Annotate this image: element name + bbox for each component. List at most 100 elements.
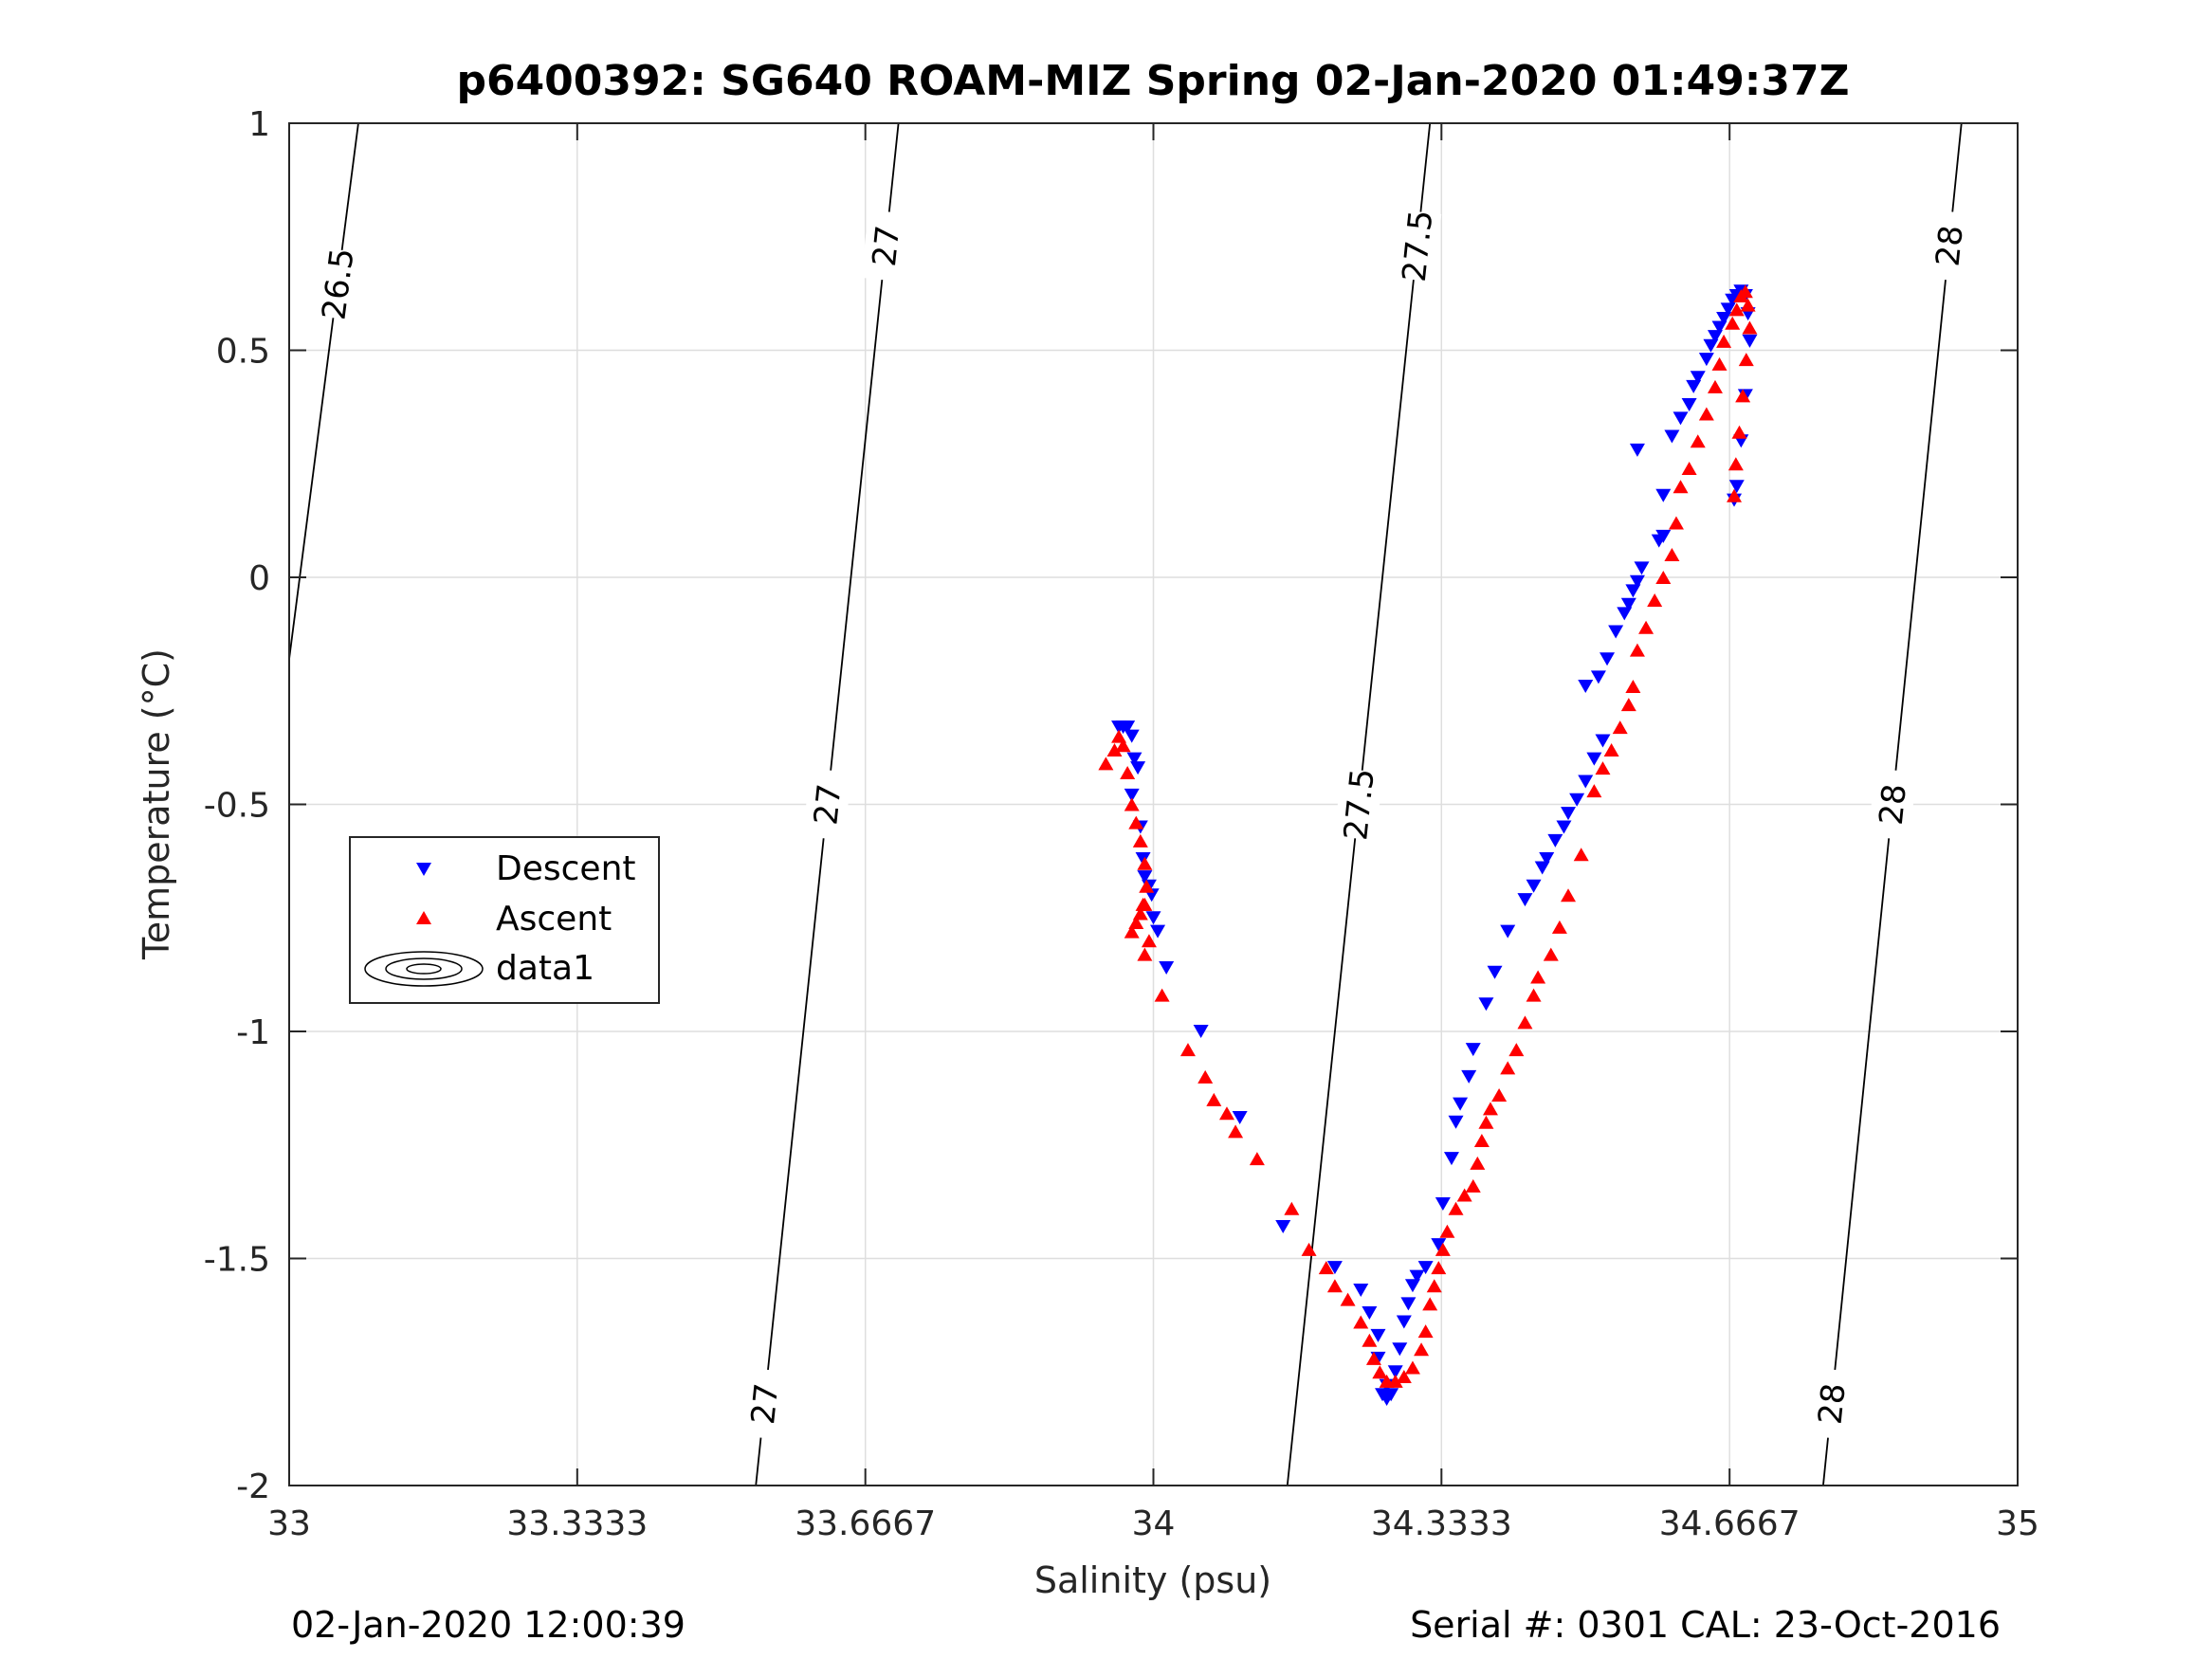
descent-point (1126, 752, 1143, 766)
ascent-point (1132, 906, 1148, 921)
contour-label: 28 (1929, 224, 1971, 268)
contour-label-bg (1925, 210, 1974, 283)
contour-label-bg (861, 210, 910, 283)
y-tick-label: -1.5 (204, 1241, 270, 1280)
descent-point (1517, 893, 1533, 907)
ascent-point (1735, 389, 1751, 403)
ascent-point (1530, 970, 1546, 984)
ascent-point (1128, 916, 1144, 930)
ascent-point (1111, 729, 1127, 743)
descent-point (1608, 625, 1624, 639)
y-tick-label: 1 (248, 105, 270, 144)
descent-point (1400, 1297, 1417, 1311)
x-tick-label: 33 (267, 1504, 311, 1543)
descent-point (1534, 861, 1550, 875)
descent-point (1453, 1097, 1469, 1111)
descent-point (1707, 330, 1723, 344)
contour-label: 27 (866, 224, 907, 268)
ascent-point (1500, 1061, 1516, 1075)
ascent-point (1404, 1360, 1420, 1375)
descent-point (1387, 1365, 1403, 1379)
ascent-point (1422, 1297, 1438, 1311)
ascent-point (1517, 1015, 1533, 1030)
ascent-point (1491, 1088, 1508, 1103)
ascent-point (1228, 1124, 1244, 1139)
descent-point (1124, 729, 1140, 743)
descent-point (1362, 1305, 1378, 1320)
descent-point (1617, 607, 1633, 621)
ascent-point (1629, 643, 1645, 657)
ascent-point (1698, 407, 1714, 421)
ascent-point (1179, 1043, 1196, 1057)
x-tick-label: 33.3333 (506, 1504, 648, 1543)
ascent-point (1115, 738, 1131, 753)
descent-point (1478, 997, 1494, 1012)
ascent-point (1740, 298, 1756, 312)
ascent-point (1353, 1315, 1369, 1329)
ascent-point (1249, 1152, 1265, 1166)
ascent-point (1439, 1224, 1455, 1238)
descent-point (1547, 833, 1563, 848)
descent-point (1326, 1261, 1343, 1275)
descent-point (1431, 1238, 1447, 1252)
descent-point (1275, 1219, 1291, 1233)
descent-point (1620, 597, 1636, 611)
ascent-point (1197, 1069, 1214, 1084)
descent-point (1655, 529, 1672, 543)
x-tick-label: 34 (1132, 1504, 1176, 1543)
ascent-point (1124, 924, 1140, 939)
contour-label-bg (740, 1367, 789, 1440)
ascent-point (1340, 1292, 1356, 1306)
contour-label: 27 (807, 782, 849, 827)
ascent-point (1728, 302, 1745, 317)
legend-descent-marker (416, 863, 431, 876)
descent-point (1526, 879, 1542, 893)
ascent-point (1414, 1342, 1430, 1357)
descent-point (1629, 574, 1645, 589)
axis-ticks: 33 33.3333 33.6667 34 34.3333 34.6667 35 -2 -1.5… (204, 105, 2039, 1543)
descent-point (1728, 480, 1745, 494)
descent-point (1465, 1043, 1481, 1057)
ascent-point (1284, 1201, 1300, 1215)
legend-data1-label: data1 (496, 949, 594, 988)
ascent-point (1128, 815, 1144, 830)
legend-ascent-marker (416, 911, 431, 924)
descent-point (1383, 1388, 1399, 1402)
ascent-point (1620, 698, 1636, 712)
ascent-point (1738, 353, 1754, 367)
ascent-point (1690, 434, 1706, 448)
ascent-point (1727, 488, 1743, 502)
ascent-point (1326, 1279, 1343, 1293)
legend-box (349, 836, 660, 1004)
data-points (1098, 284, 1758, 1406)
ascent-point (1106, 743, 1123, 757)
legend-descent-label: Descent (496, 849, 636, 888)
ascent-point (1431, 1261, 1447, 1275)
ascent-point (1707, 379, 1723, 393)
ascent-point (1638, 620, 1654, 634)
ascent-point (1551, 920, 1567, 934)
descent-point (1130, 761, 1146, 775)
ascent-point (1728, 457, 1744, 471)
descent-point (1561, 807, 1577, 821)
y-tick-label: -0.5 (204, 787, 270, 826)
contour-label-bg (1334, 768, 1383, 841)
ascent-point (1603, 743, 1619, 757)
ascent-point (1098, 757, 1114, 771)
ascent-point (1154, 988, 1170, 1002)
ascent-point (1647, 592, 1663, 607)
descent-point (1539, 851, 1555, 866)
descent-point (1720, 302, 1736, 317)
descent-point (1681, 397, 1697, 411)
ascent-point (1711, 356, 1728, 371)
footer-serial-cal: Serial #: 0301 CAL: 23-Oct-2016 (1410, 1604, 2001, 1646)
ascent-point (1473, 1133, 1490, 1147)
ascent-point (1396, 1370, 1412, 1384)
ascent-point (1470, 1156, 1486, 1170)
contour-label-bg (312, 247, 363, 321)
contour-label: 27.5 (1396, 209, 1441, 283)
ascent-point (1139, 879, 1155, 893)
descent-point (1443, 1152, 1459, 1166)
ascent-point (1141, 934, 1157, 948)
ascent-point (1218, 1106, 1234, 1121)
